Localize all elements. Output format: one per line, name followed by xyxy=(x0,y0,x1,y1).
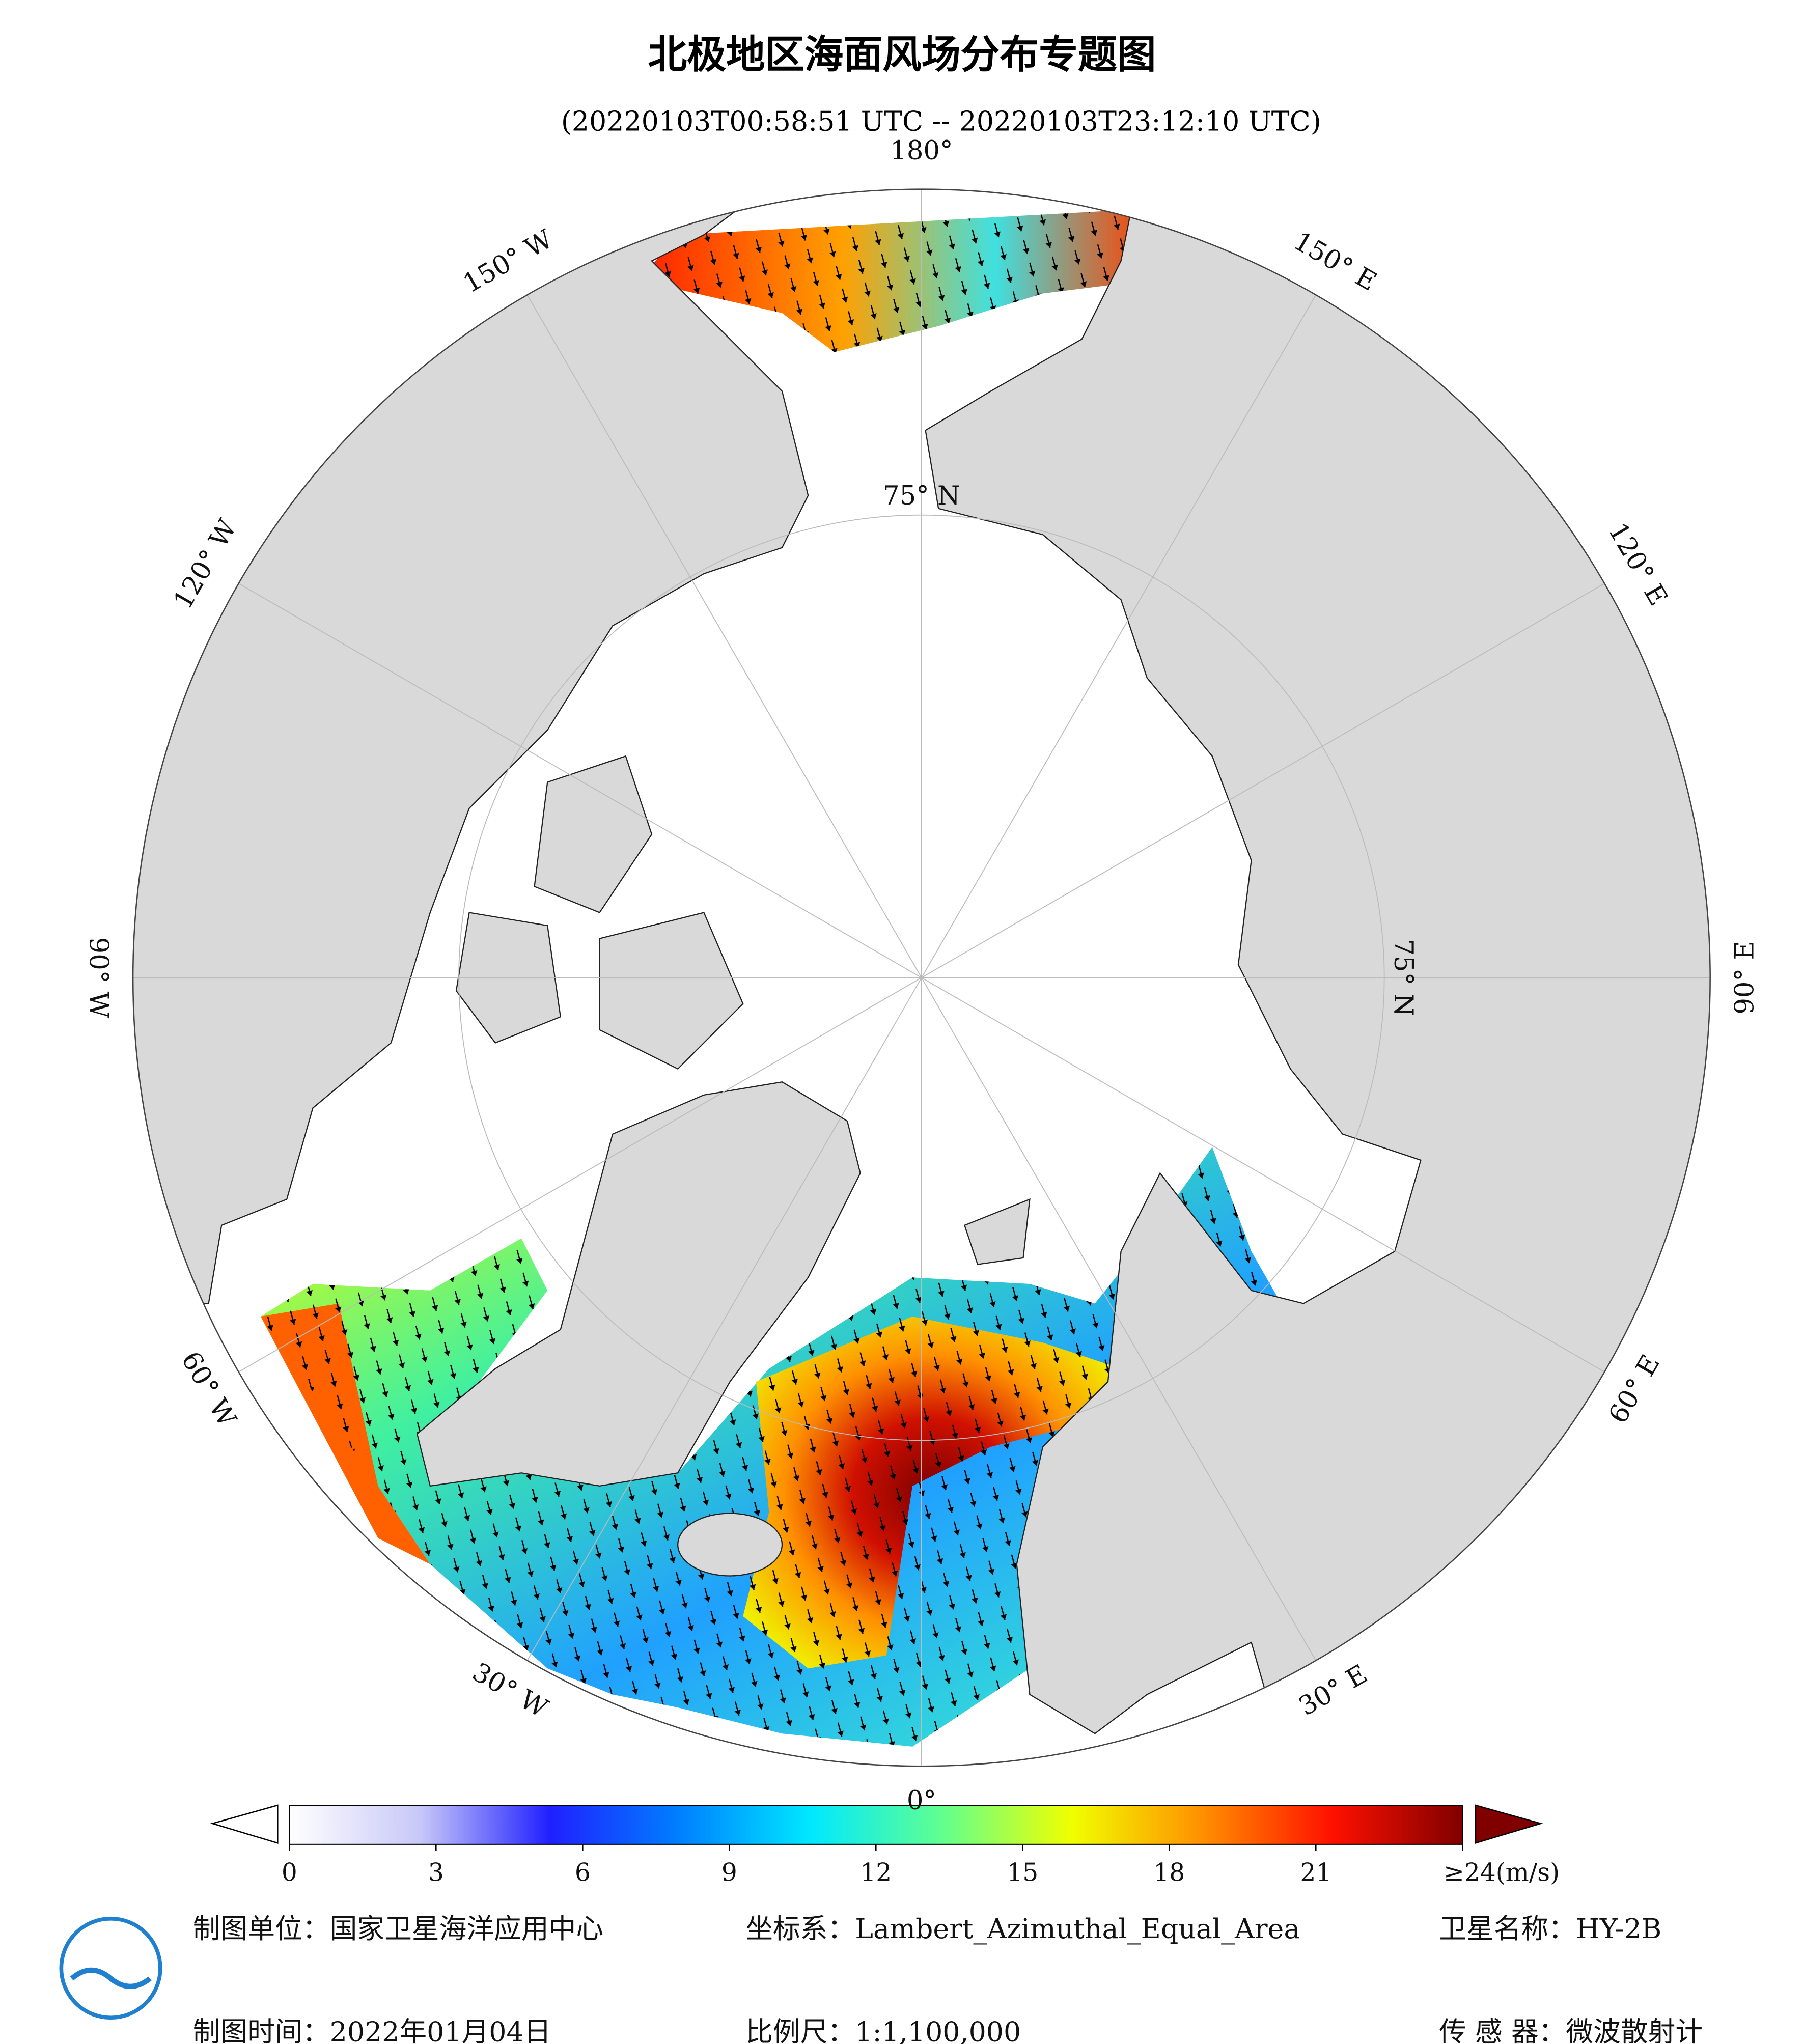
meridian-label: 90° W xyxy=(83,937,114,1019)
colorbar-tick-label: 9 xyxy=(721,1859,737,1887)
parallel-label: 75° N xyxy=(1388,939,1419,1017)
graticule xyxy=(133,189,1710,1767)
meridian-label: 180° xyxy=(890,135,953,166)
meridian xyxy=(921,977,1317,1661)
footer-unit: 制图单位：国家卫星海洋应用中心 xyxy=(193,1913,603,1945)
meridian xyxy=(921,977,1605,1373)
logo xyxy=(59,1916,162,2020)
colorbar-tick-label: ≥24(m/s) xyxy=(1444,1859,1560,1887)
map-border xyxy=(132,188,1711,1767)
meridian-label: 90° E xyxy=(1729,941,1760,1014)
footer-date: 制图时间：2022年01月04日 xyxy=(193,2015,551,2044)
footer-scale: 比例尺：1:1,100,000 xyxy=(745,2015,1021,2044)
meridian-label: 30° E xyxy=(1294,1659,1373,1722)
meridian xyxy=(921,294,1317,978)
map-body xyxy=(133,189,1710,1767)
meridian xyxy=(238,977,922,1373)
colorbar-over xyxy=(1475,1804,1543,1844)
meridian-label: 150° E xyxy=(1289,226,1382,297)
meridian xyxy=(526,294,922,978)
colorbar-tick-label: 3 xyxy=(428,1859,444,1887)
meridian-label: 60° E xyxy=(1603,1350,1666,1429)
parallel-label: 75° N xyxy=(883,481,960,511)
title: 北极地区海面风场分布专题图 xyxy=(648,33,1156,78)
footer-crs: 坐标系：Lambert_Azimuthal_Equal_Area xyxy=(745,1913,1300,1945)
meridian xyxy=(238,583,922,978)
footer: 制图单位：国家卫星海洋应用中心 坐标系：Lambert_Azimuthal_Eq… xyxy=(59,1913,1703,2044)
colorbar-tick-label: 12 xyxy=(860,1859,892,1887)
wind-swaths xyxy=(260,209,1330,1747)
parallel xyxy=(458,514,1385,1441)
colorbar: 0 3 6 9 12 15 18 21 ≥24(m/s) xyxy=(210,1804,1560,1887)
meridian xyxy=(921,583,1605,978)
meridian-label: 0° xyxy=(907,1785,936,1816)
logo-wave xyxy=(70,1967,152,1989)
colorbar-bar xyxy=(289,1805,1463,1845)
subtitle: (20220103T00:58:51 UTC -- 20220103T23:12… xyxy=(561,105,1321,137)
meridian-label: 120° E xyxy=(1602,518,1674,611)
colorbar-tick-label: 21 xyxy=(1300,1859,1331,1887)
colorbar-tick-label: 0 xyxy=(282,1859,297,1887)
colorbar-tick-label: 15 xyxy=(1007,1859,1038,1887)
meridian xyxy=(526,977,922,1661)
footer-sensor: 传 感 器：微波散射计 xyxy=(1439,2015,1703,2044)
colorbar-tick-label: 6 xyxy=(575,1859,591,1887)
colorbar-tick-label: 18 xyxy=(1153,1859,1185,1887)
colorbar-under xyxy=(210,1804,279,1844)
footer-satellite: 卫星名称：HY-2B xyxy=(1439,1913,1661,1945)
